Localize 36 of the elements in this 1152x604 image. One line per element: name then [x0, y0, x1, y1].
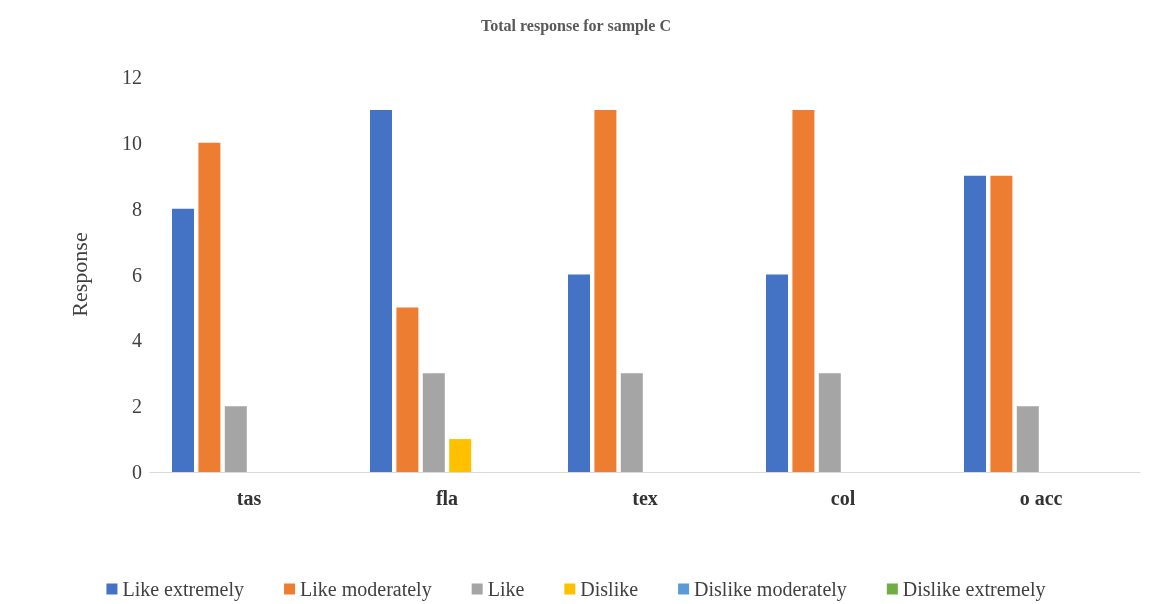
y-tick-label: 10 [122, 131, 142, 154]
y-tick-label: 12 [122, 66, 142, 88]
bar [224, 406, 247, 472]
chart-title: Total response for sample C [481, 16, 671, 35]
bar [1016, 406, 1039, 472]
legend-label: Dislike [580, 578, 639, 600]
y-tick-label: 8 [132, 197, 142, 220]
bar [818, 373, 841, 472]
bar [990, 175, 1013, 472]
y-tick-label: 4 [132, 329, 142, 352]
legend-label: Like moderately [300, 578, 432, 601]
bar [964, 175, 986, 472]
bar [594, 109, 617, 472]
y-tick-label: 0 [132, 461, 142, 483]
bar [422, 373, 445, 472]
bar [449, 439, 472, 472]
x-tick-label: fla [435, 487, 459, 509]
bar [620, 373, 643, 472]
bar [172, 208, 194, 472]
bar [198, 142, 221, 472]
x-tick-label: col [830, 487, 856, 509]
legend-label: Like extremely [122, 578, 245, 601]
y-tick-label: 6 [132, 263, 142, 286]
legend-label: Dislike extremely [902, 578, 1046, 601]
y-tick-label: 2 [132, 395, 142, 418]
bar [396, 307, 419, 472]
x-tick-label: o acc [1019, 487, 1063, 509]
bar [568, 274, 590, 472]
y-axis-title: Response [66, 232, 92, 317]
bar [370, 109, 392, 472]
bar [766, 274, 788, 472]
bar [792, 109, 815, 472]
x-tick-label: tas [236, 487, 262, 509]
legend-label: Dislike moderately [694, 578, 847, 601]
x-tick-label: tex [632, 487, 658, 509]
legend-label: Like [487, 578, 525, 600]
